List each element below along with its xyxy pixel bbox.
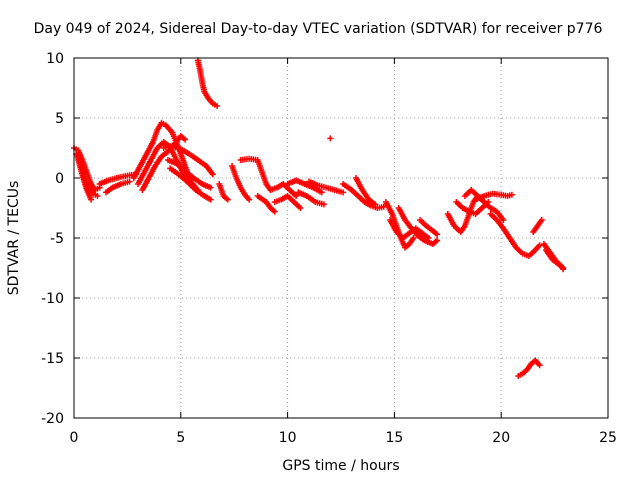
data-point xyxy=(320,201,327,208)
data-point xyxy=(500,217,507,223)
y-tick-label: -15 xyxy=(41,351,64,367)
y-tick-label: 0 xyxy=(55,171,64,187)
x-tick-label: 0 xyxy=(70,430,79,446)
data-point xyxy=(536,362,543,369)
data-point xyxy=(536,242,543,249)
data-point xyxy=(214,103,221,109)
data-point xyxy=(207,184,214,191)
chart-title: Day 049 of 2024, Sidereal Day-to-day VTE… xyxy=(34,21,603,37)
data-point xyxy=(318,189,325,196)
data-point xyxy=(327,135,334,142)
data-point xyxy=(434,231,441,238)
x-tick-label: 5 xyxy=(176,430,185,446)
y-tick-label: -5 xyxy=(50,231,64,247)
data-point xyxy=(293,193,300,199)
axis-ticks: 0 5 10 15 20 25 -20 -15 -10 -5 0 5 10 xyxy=(41,51,617,446)
data-point xyxy=(410,235,417,241)
data-point xyxy=(372,201,379,208)
x-tick-label: 10 xyxy=(279,430,297,446)
data-point xyxy=(271,208,278,215)
x-axis-label: GPS time / hours xyxy=(282,458,399,474)
y-tick-label: -20 xyxy=(41,411,64,427)
y-tick-label: 10 xyxy=(46,51,64,67)
grid-lines xyxy=(74,58,608,418)
x-tick-label: 20 xyxy=(492,430,510,446)
y-tick-label: -10 xyxy=(41,291,64,307)
data-point xyxy=(209,171,216,178)
x-tick-label: 15 xyxy=(385,430,403,446)
data-point xyxy=(434,237,441,244)
y-tick-label: 5 xyxy=(55,111,64,127)
data-point xyxy=(246,196,253,203)
data-point xyxy=(297,205,304,211)
data-point xyxy=(94,193,101,199)
data-point xyxy=(425,235,432,241)
data-point xyxy=(207,196,214,203)
data-point xyxy=(126,178,133,185)
x-tick-label: 25 xyxy=(599,430,617,446)
data-point xyxy=(224,196,231,203)
data-point xyxy=(88,196,95,203)
data-point xyxy=(508,191,515,198)
data-point xyxy=(182,136,189,143)
data-point xyxy=(560,265,567,271)
data-point xyxy=(340,189,347,196)
y-axis-label: SDTVAR / TECUs xyxy=(6,181,22,296)
data-point xyxy=(538,217,545,223)
data-points xyxy=(71,57,567,379)
